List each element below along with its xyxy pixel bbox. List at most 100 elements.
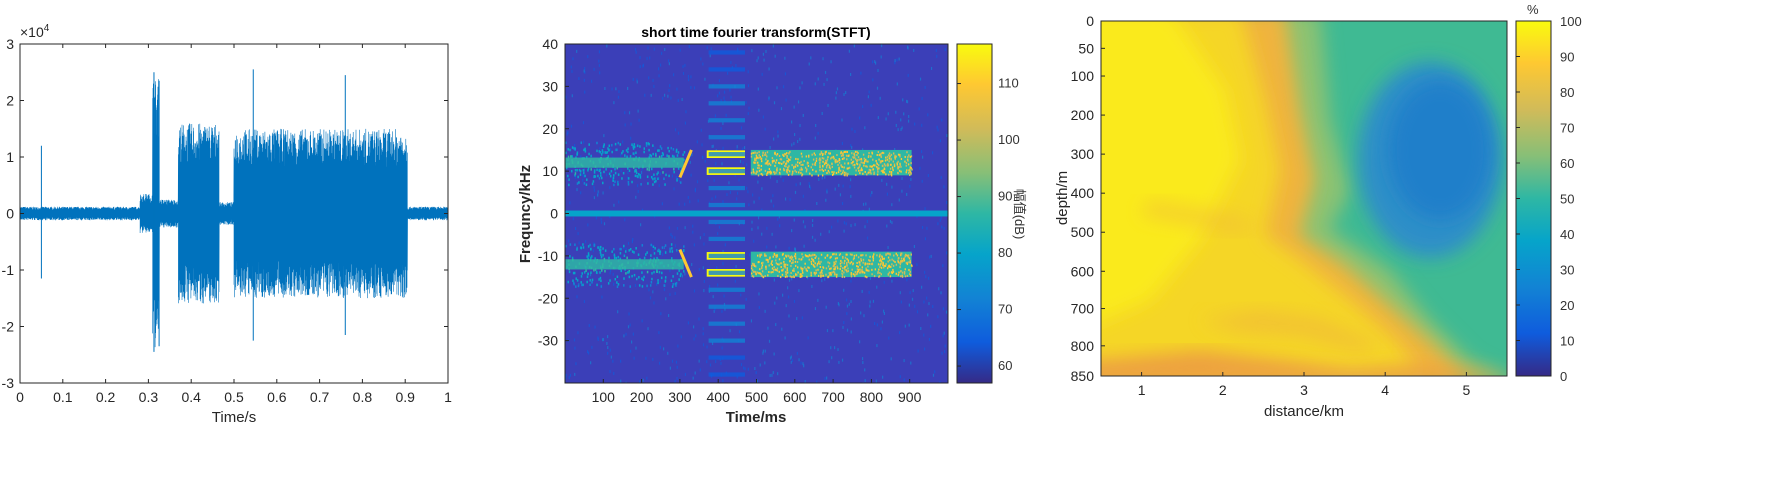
stft-band-speckle: [628, 275, 631, 279]
stft-noise: [688, 44, 690, 48]
stft-band-speckle: [840, 265, 842, 268]
stft-band-speckle: [825, 162, 828, 165]
stft-band-speckle: [811, 257, 813, 260]
stft-noise: [871, 191, 873, 195]
stft-noise: [901, 177, 903, 181]
stft-band-speckle: [572, 281, 575, 285]
stft-noise: [652, 78, 654, 82]
stft-band-speckle: [881, 160, 884, 163]
stft-band-speckle: [683, 158, 685, 162]
stft-band-speckle: [878, 255, 881, 258]
stft-band-speckle: [820, 152, 823, 155]
stft-band-speckle: [585, 156, 588, 159]
stft-band-speckle: [866, 262, 868, 265]
stft-band-speckle: [617, 173, 620, 176]
stft-noise: [794, 247, 796, 251]
stft-band-speckle: [897, 171, 899, 174]
stft-noise: [747, 84, 750, 88]
stft-band-speckle: [827, 163, 829, 166]
stft-noise: [569, 373, 571, 377]
stft-band-speckle: [903, 271, 906, 274]
stft-band-speckle: [627, 147, 629, 150]
stft-band-speckle: [766, 160, 768, 163]
stft-band-speckle: [900, 260, 902, 263]
stft-band-speckle: [581, 283, 583, 287]
stft-band-speckle: [801, 253, 803, 256]
stft-band-speckle: [852, 258, 855, 261]
stft-band-speckle: [857, 270, 860, 273]
stft-noise: [776, 86, 778, 90]
stft-noise: [924, 347, 926, 351]
depth-y-label: depth/m: [1054, 171, 1071, 225]
stft-noise: [710, 47, 712, 51]
stft-noise: [843, 221, 846, 225]
stft-noise: [676, 226, 679, 230]
waveform-y-tick-label: 1: [6, 149, 14, 165]
stft-noise: [612, 272, 614, 276]
stft-band-speckle: [818, 158, 821, 161]
stft-band-speckle: [678, 269, 680, 272]
stft-noise: [940, 216, 942, 220]
stft-noise: [869, 300, 871, 304]
stft-band-speckle: [806, 162, 809, 165]
stft-noise: [901, 126, 903, 130]
stft-band-speckle: [775, 254, 777, 257]
stft-noise: [580, 191, 582, 195]
stft-band-speckle: [594, 175, 597, 178]
stft-band-speckle: [838, 161, 841, 164]
stft-noise: [772, 371, 774, 375]
stft-band-speckle: [861, 254, 863, 257]
stft-noise: [618, 90, 620, 94]
stft-band-speckle: [869, 259, 871, 262]
stft-band-speckle: [886, 252, 889, 255]
stft-band-speckle: [893, 254, 895, 257]
depth-y-tick-label: 800: [1071, 338, 1095, 354]
stft-noise: [850, 279, 852, 283]
stft-band-speckle: [571, 256, 574, 260]
stft-band-speckle: [641, 244, 644, 247]
stft-band-speckle: [800, 167, 803, 170]
stft-band-speckle: [814, 164, 817, 167]
stft-band-speckle: [884, 159, 887, 162]
stft-band-speckle: [764, 275, 766, 278]
stft-noise: [725, 113, 727, 117]
stft-noise: [926, 296, 928, 300]
stft-band-speckle: [653, 257, 655, 261]
stft-band-speckle: [792, 269, 794, 272]
stft-noise: [684, 202, 686, 206]
stft-noise: [723, 90, 726, 94]
stft-noise: [867, 95, 870, 99]
stft-band-speckle: [599, 151, 602, 154]
stft-noise: [828, 230, 830, 234]
stft-band-speckle: [874, 164, 876, 167]
stft-band-speckle: [576, 182, 579, 185]
depth-y-tick-label: 0: [1086, 13, 1094, 29]
stft-band-speckle: [577, 175, 579, 179]
stft-band-speckle: [821, 274, 823, 277]
stft-noise: [924, 270, 926, 274]
stft-band-speckle: [900, 257, 903, 260]
stft-noise: [684, 63, 686, 67]
stft-band-speckle: [906, 274, 909, 277]
stft-noise: [901, 189, 903, 193]
stft-noise: [865, 202, 867, 206]
stft-band-speckle: [885, 173, 887, 176]
stft-noise: [802, 362, 804, 366]
stft-noise: [659, 172, 661, 176]
stft-noise: [876, 285, 878, 289]
stft-noise: [659, 279, 661, 283]
stft-band-speckle: [900, 254, 902, 257]
stft-band-speckle: [879, 266, 881, 269]
stft-band-speckle: [755, 159, 757, 162]
stft-band-speckle: [863, 164, 865, 167]
stft-band-speckle: [862, 153, 865, 156]
stft-band-speckle: [899, 261, 902, 264]
stft-band-speckle: [643, 147, 646, 150]
stft-band-speckle: [667, 146, 669, 150]
stft-pulse-ladder: [708, 152, 746, 157]
stft-band-speckle: [871, 152, 874, 155]
stft-noise: [791, 277, 793, 281]
stft-band-speckle: [600, 174, 602, 177]
stft-noise: [684, 372, 687, 376]
